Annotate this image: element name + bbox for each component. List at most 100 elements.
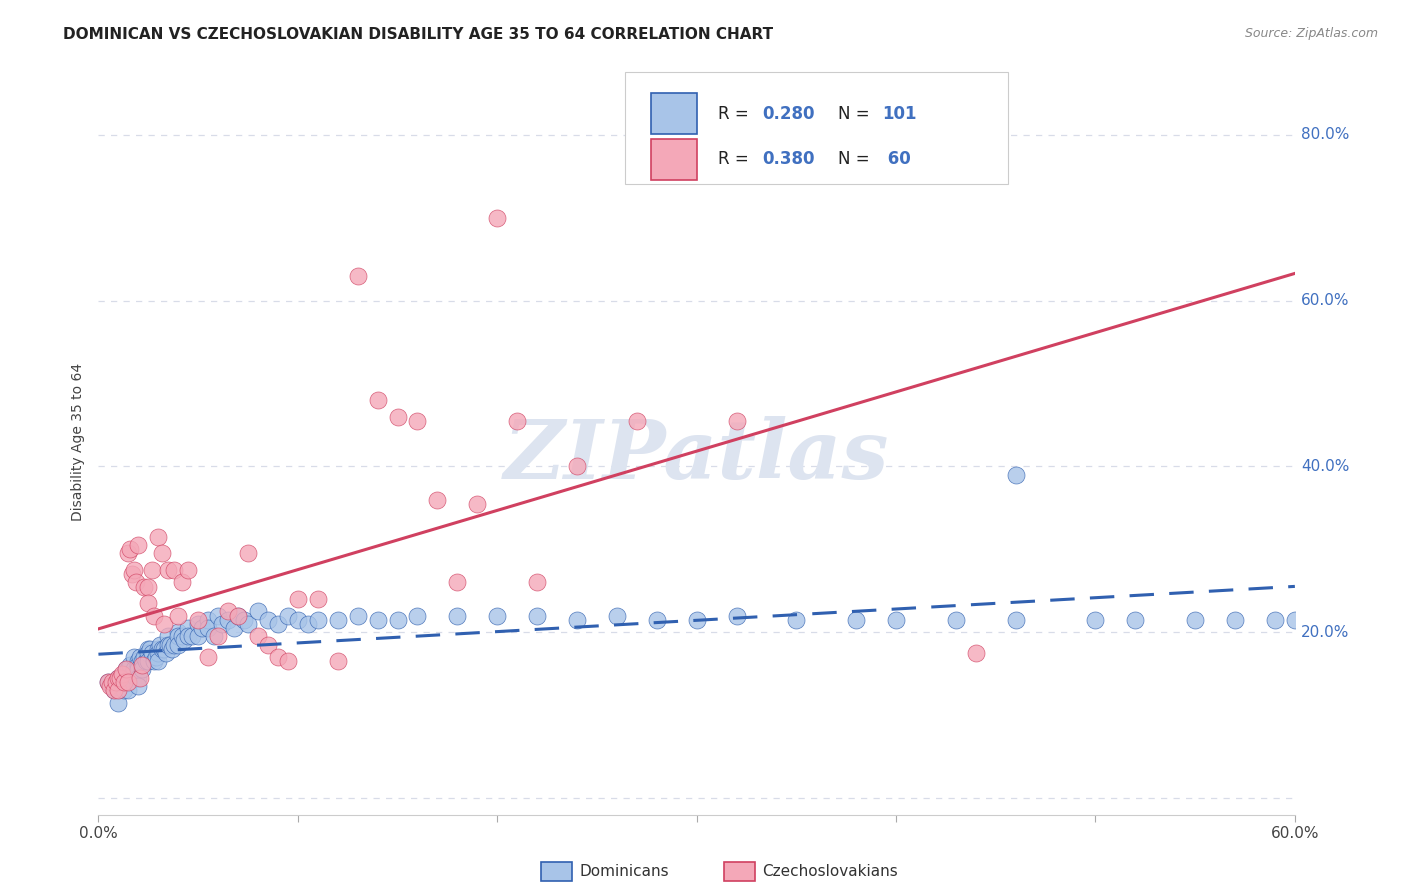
Point xyxy=(157,629,180,643)
Point xyxy=(121,567,143,582)
Point xyxy=(143,654,166,668)
Point xyxy=(177,629,200,643)
Point xyxy=(117,683,139,698)
Text: N =: N = xyxy=(838,150,875,169)
Point xyxy=(148,646,170,660)
Point xyxy=(197,650,219,665)
Text: 101: 101 xyxy=(882,104,917,123)
Point xyxy=(177,563,200,577)
Point xyxy=(486,211,509,225)
Point xyxy=(202,629,225,643)
Point xyxy=(153,616,176,631)
Point xyxy=(785,613,807,627)
Point xyxy=(127,538,149,552)
Text: 60: 60 xyxy=(882,150,911,169)
Point xyxy=(207,608,229,623)
Point xyxy=(157,638,180,652)
Point xyxy=(136,596,159,610)
Point xyxy=(446,608,468,623)
Point xyxy=(172,575,194,590)
Point xyxy=(141,646,163,660)
Point xyxy=(565,459,588,474)
Point xyxy=(131,658,153,673)
Point xyxy=(131,654,153,668)
Point xyxy=(107,696,129,710)
Y-axis label: Disability Age 35 to 64: Disability Age 35 to 64 xyxy=(72,362,86,521)
Point xyxy=(246,604,269,618)
Point xyxy=(626,414,648,428)
Point xyxy=(159,638,181,652)
Point xyxy=(465,497,488,511)
Point xyxy=(236,616,259,631)
Point xyxy=(1264,613,1286,627)
Point xyxy=(97,674,120,689)
Point xyxy=(127,671,149,685)
Point xyxy=(387,613,409,627)
Point xyxy=(134,650,156,665)
Point xyxy=(367,613,389,627)
Point xyxy=(406,608,429,623)
Point xyxy=(236,546,259,560)
Point xyxy=(135,654,157,668)
Point xyxy=(101,674,124,689)
Point xyxy=(103,683,125,698)
Point xyxy=(112,683,135,698)
Point xyxy=(124,663,146,677)
Point xyxy=(129,671,152,685)
Point xyxy=(187,629,209,643)
Point xyxy=(121,666,143,681)
Point xyxy=(100,679,122,693)
FancyBboxPatch shape xyxy=(651,93,696,134)
Point xyxy=(117,674,139,689)
Point xyxy=(136,580,159,594)
Point xyxy=(173,633,195,648)
Point xyxy=(207,629,229,643)
Point xyxy=(446,575,468,590)
Point xyxy=(222,621,245,635)
Point xyxy=(163,638,186,652)
Point xyxy=(406,414,429,428)
Point xyxy=(725,414,748,428)
Point xyxy=(606,608,628,623)
FancyBboxPatch shape xyxy=(624,72,1008,184)
Point xyxy=(197,613,219,627)
Point xyxy=(127,679,149,693)
Point xyxy=(136,641,159,656)
Point xyxy=(155,646,177,660)
Point xyxy=(884,613,907,627)
Point xyxy=(127,663,149,677)
Text: DOMINICAN VS CZECHOSLOVAKIAN DISABILITY AGE 35 TO 64 CORRELATION CHART: DOMINICAN VS CZECHOSLOVAKIAN DISABILITY … xyxy=(63,27,773,42)
Point xyxy=(246,629,269,643)
Point xyxy=(346,268,368,283)
Point xyxy=(965,646,987,660)
Point xyxy=(103,683,125,698)
Point xyxy=(131,663,153,677)
Point xyxy=(526,575,548,590)
Point xyxy=(124,563,146,577)
Text: N =: N = xyxy=(838,104,875,123)
Point xyxy=(136,646,159,660)
Text: 60.0%: 60.0% xyxy=(1301,293,1350,308)
Point xyxy=(125,671,148,685)
Point xyxy=(172,629,194,643)
Point xyxy=(141,563,163,577)
Point xyxy=(187,616,209,631)
Point xyxy=(725,608,748,623)
Text: Czechoslovakians: Czechoslovakians xyxy=(762,864,898,879)
Point xyxy=(346,608,368,623)
Point xyxy=(163,563,186,577)
Point xyxy=(267,616,290,631)
Point xyxy=(277,654,299,668)
Point xyxy=(211,616,233,631)
Point xyxy=(134,580,156,594)
Point xyxy=(115,663,138,677)
Point xyxy=(127,658,149,673)
Point xyxy=(307,592,329,607)
Point xyxy=(486,608,509,623)
Point xyxy=(105,674,128,689)
Point xyxy=(226,608,249,623)
Point xyxy=(177,621,200,635)
Point xyxy=(506,414,529,428)
Point xyxy=(685,613,707,627)
Point xyxy=(1125,613,1147,627)
